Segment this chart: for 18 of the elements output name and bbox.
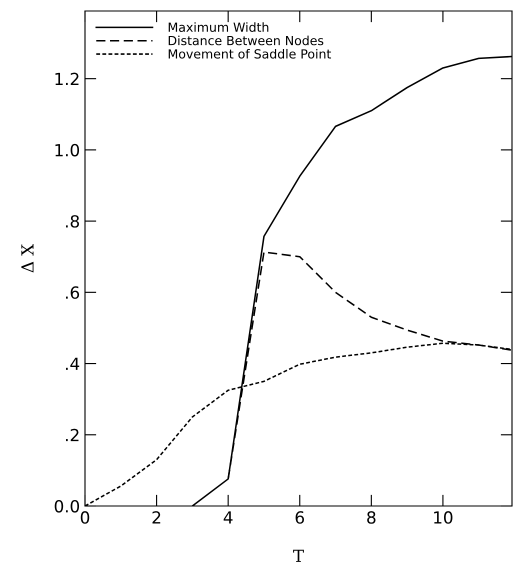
x-tick-label: 0 [80,511,90,524]
y-tick-label: .2 [66,428,78,442]
y-tick-label: .8 [66,215,79,228]
x-tick-label: 10 [434,511,452,524]
y-axis-title: Δ X [21,244,34,272]
y-tick-label: .6 [66,286,80,299]
y-tick-label: 1.2 [55,72,78,85]
x-tick-label: 8 [367,511,376,524]
x-tick-label: 2 [152,511,160,524]
y-tick-label: 0.0 [54,500,80,513]
legend-label: Maximum Width [168,22,268,32]
legend-label: Movement of Saddle Point [168,48,332,59]
y-tick-label: 1.0 [55,144,80,156]
legend-label: Distance Between Nodes [168,36,324,46]
x-tick-label: 4 [224,511,233,524]
x-tick-label: 6 [296,511,304,524]
x-axis-title: T [293,550,304,562]
y-tick-label: .4 [66,358,80,370]
